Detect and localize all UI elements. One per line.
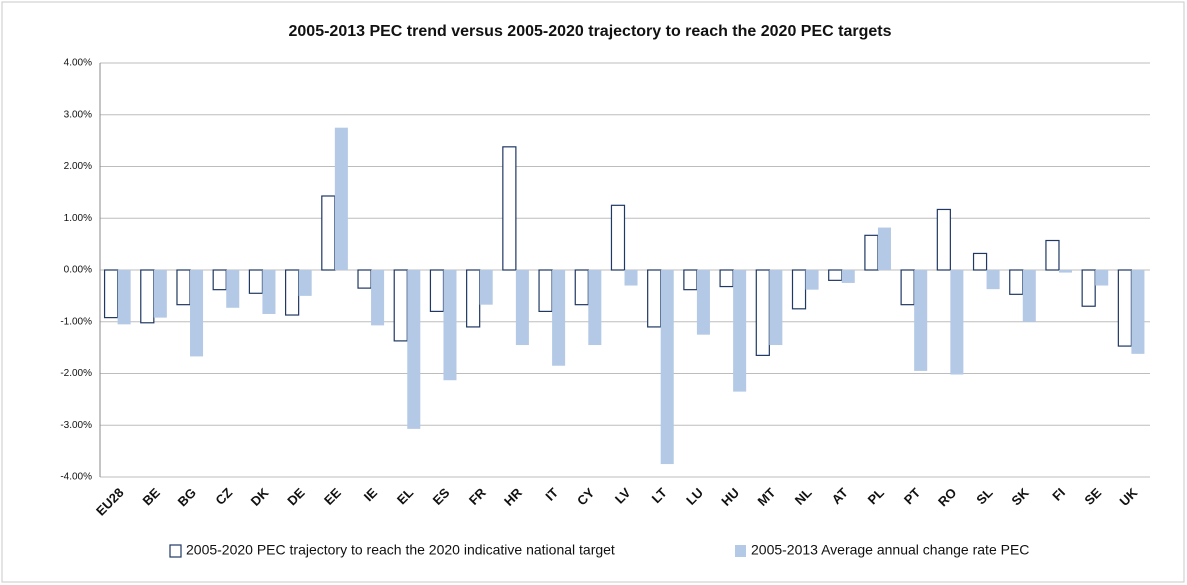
bar xyxy=(610,204,626,271)
bar xyxy=(190,270,204,357)
y-tick-label: -2.00% xyxy=(60,368,92,379)
bar xyxy=(696,270,710,335)
bar xyxy=(755,269,770,356)
bar xyxy=(226,270,240,308)
chart-title: 2005-2013 PEC trend versus 2005-2020 tra… xyxy=(289,23,892,40)
bar xyxy=(950,270,964,375)
bar xyxy=(153,270,167,318)
bar xyxy=(552,270,566,366)
bar xyxy=(986,270,1000,290)
legend-swatch xyxy=(735,545,746,557)
y-tick-label: -1.00% xyxy=(60,316,92,327)
bar xyxy=(176,269,191,306)
bar xyxy=(791,269,807,310)
bar xyxy=(371,270,385,326)
bar xyxy=(515,270,529,346)
y-tick-label: 3.00% xyxy=(64,109,92,120)
bar xyxy=(1081,269,1096,307)
bar xyxy=(574,269,589,306)
legend-swatch xyxy=(169,544,182,558)
y-tick-label: -4.00% xyxy=(60,472,92,483)
bar xyxy=(914,270,928,371)
bar xyxy=(117,270,131,325)
y-tick-label: 2.00% xyxy=(64,161,92,172)
bar xyxy=(285,269,300,316)
bar xyxy=(828,269,843,281)
bar xyxy=(972,252,988,271)
bar xyxy=(103,269,119,319)
bar xyxy=(1009,269,1024,295)
bar xyxy=(1117,269,1132,347)
bar xyxy=(1095,270,1109,286)
bar xyxy=(864,234,879,271)
legend-label: 2005-2013 Average annual change rate PEC xyxy=(751,542,1029,558)
bar xyxy=(624,270,638,286)
bar xyxy=(936,208,951,271)
bar xyxy=(393,269,408,342)
bar xyxy=(334,127,348,270)
bar xyxy=(502,146,517,271)
bar xyxy=(1131,270,1145,354)
bar xyxy=(357,269,372,289)
bar xyxy=(588,270,602,346)
legend-label: 2005-2020 PEC trajectory to reach the 20… xyxy=(186,542,615,558)
bar xyxy=(660,270,674,465)
bar xyxy=(429,269,445,313)
bar xyxy=(538,269,553,313)
bar xyxy=(321,195,336,271)
bar xyxy=(248,269,264,294)
bar xyxy=(683,269,698,291)
bar xyxy=(443,270,457,381)
y-tick-label: 4.00% xyxy=(64,58,92,69)
bar xyxy=(140,269,155,324)
bar xyxy=(733,270,747,392)
bar xyxy=(647,269,662,328)
bar xyxy=(262,270,276,314)
bar xyxy=(1045,239,1060,271)
y-tick-label: 1.00% xyxy=(64,213,92,224)
bar xyxy=(212,269,227,291)
bar xyxy=(407,270,421,429)
bar xyxy=(466,269,481,328)
bar xyxy=(479,270,493,305)
bar xyxy=(1058,270,1073,273)
y-tick-label: 0.00% xyxy=(64,265,92,276)
bar xyxy=(805,270,819,290)
bar xyxy=(298,270,312,296)
bar xyxy=(719,269,734,288)
bar xyxy=(877,227,891,270)
bar xyxy=(900,269,915,306)
bar xyxy=(769,270,783,346)
y-tick-label: -3.00% xyxy=(60,420,92,431)
bar xyxy=(841,270,855,283)
bar xyxy=(1022,270,1036,322)
